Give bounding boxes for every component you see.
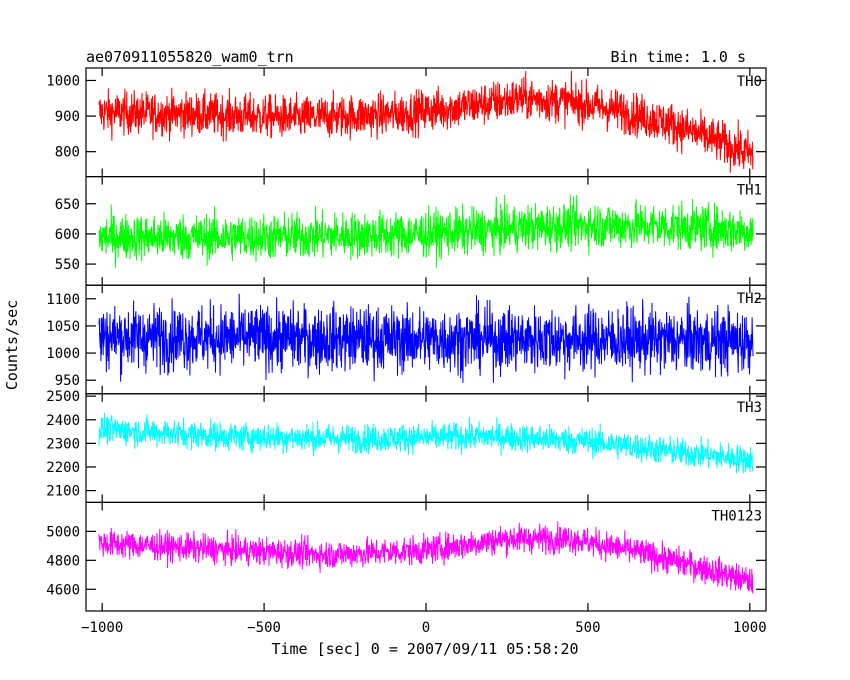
panel-th2: 950 1000 1050 1100 TH2 (46, 284, 767, 395)
x-tick-label: 1000 (733, 620, 767, 636)
panel-th3: 2100 2200 2300 2400 2500 TH3 (46, 389, 767, 503)
y-tick-label: 1050 (46, 319, 80, 335)
y-tick-label: 2300 (46, 436, 80, 452)
series-th1 (98, 194, 754, 268)
bin-time-label: Bin time: 1.0 s (611, 48, 746, 66)
panel-label: TH2 (737, 291, 762, 307)
series-th0 (98, 70, 754, 173)
panels: 800 900 1000 TH0 550 600 650 TH1 950 1000 1050 1100… (46, 67, 767, 612)
y-tick-label: 4800 (46, 553, 80, 569)
x-tick-label: −500 (247, 620, 281, 636)
y-tick-label: 4600 (46, 582, 80, 598)
y-tick-label: 550 (55, 257, 80, 273)
y-tick-label: 2200 (46, 460, 80, 476)
panel-th1: 550 600 650 TH1 (55, 176, 767, 286)
x-axis-label: Time [sec] 0 = 2007/09/11 05:58:20 (271, 640, 578, 658)
y-tick-label: 900 (55, 109, 80, 125)
y-tick-label: 800 (55, 145, 80, 161)
panel-label: TH1 (737, 183, 762, 199)
y-axis-label: Counts/sec (3, 300, 21, 390)
panel-label: TH3 (737, 400, 762, 416)
y-tick-label: 5000 (46, 524, 80, 540)
y-tick-label: 1000 (46, 346, 80, 362)
y-tick-label: 2100 (46, 484, 80, 500)
x-tick-label: 500 (575, 620, 600, 636)
chart-title: ae070911055820_wam0_trn (86, 48, 294, 66)
panel-th0: 800 900 1000 TH0 (46, 67, 767, 178)
series-th0123 (98, 521, 754, 594)
series-th3 (98, 412, 754, 474)
y-tick-label: 950 (55, 373, 80, 389)
x-tick-label: −1000 (81, 620, 123, 636)
panel-th0123: 4600 4800 5000 TH0123 (46, 501, 767, 612)
y-tick-label: 650 (55, 197, 80, 213)
x-tick-label: 0 (422, 620, 430, 636)
x-axis: −1000 −500 0 500 1000 (81, 620, 767, 636)
y-tick-label: 1000 (46, 73, 80, 89)
y-tick-label: 600 (55, 227, 80, 243)
y-tick-label: 1100 (46, 292, 80, 308)
panel-label: TH0 (737, 74, 762, 90)
y-tick-label: 2400 (46, 413, 80, 429)
series-th2 (98, 293, 754, 383)
y-tick-label: 2500 (46, 389, 80, 405)
panel-label: TH0123 (711, 508, 762, 524)
